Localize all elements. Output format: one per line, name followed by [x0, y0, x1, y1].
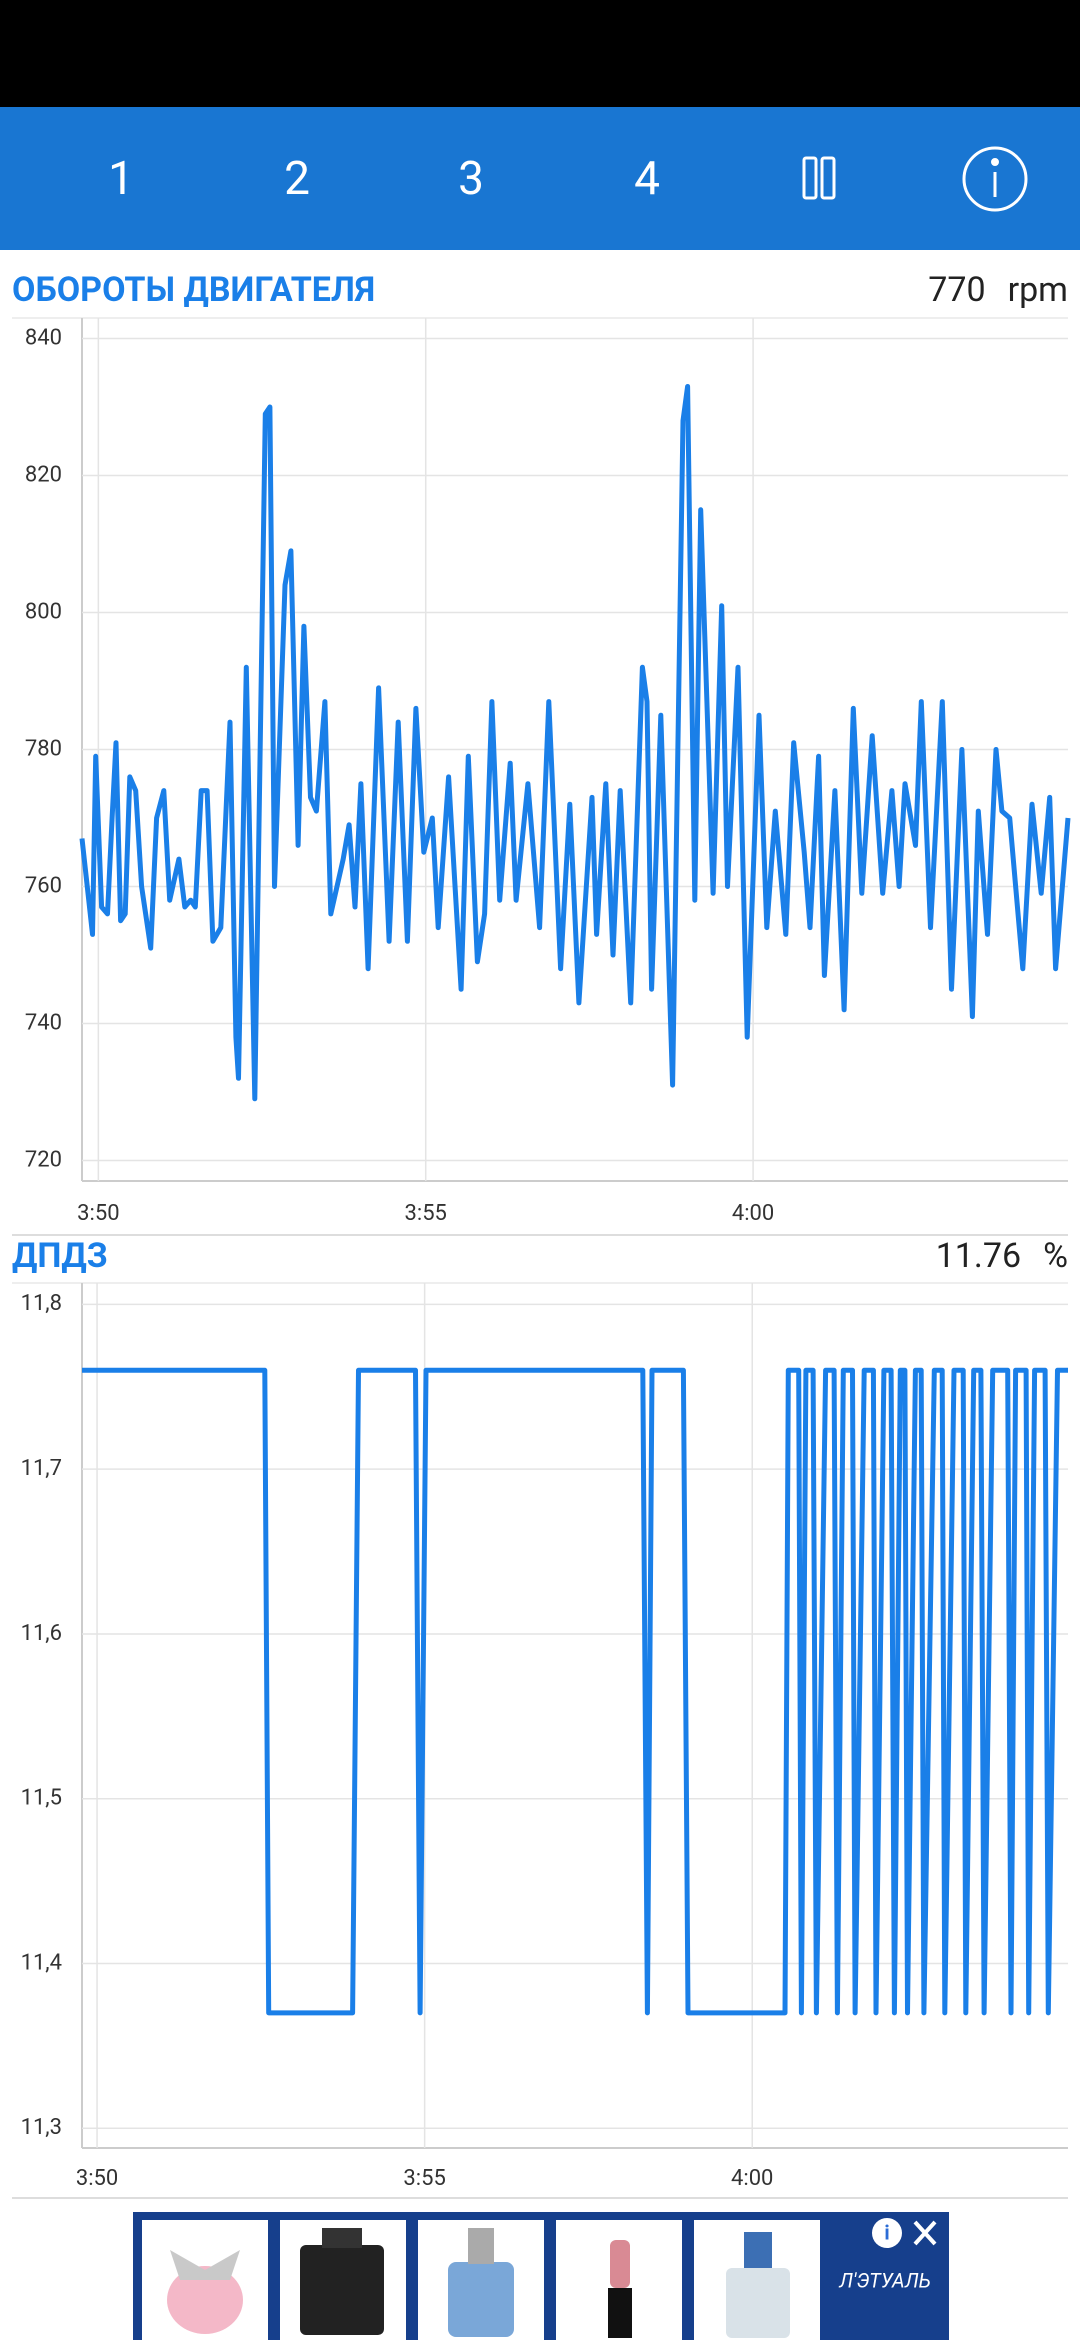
y-tick-label: 11,8: [21, 1291, 62, 1316]
tab[interactable]: 2: [284, 152, 310, 206]
data-line: [82, 1367, 1068, 2016]
ad-banner[interactable]: i Л'ЭТУАЛЬ: [133, 2212, 949, 2340]
data-line: [79, 384, 1071, 1102]
y-tick-label: 800: [25, 599, 62, 624]
tab[interactable]: 4: [634, 152, 660, 206]
current-value: 11.76: [936, 1236, 1021, 1276]
svg-text:i: i: [884, 2220, 889, 2244]
x-tick-label: 3:55: [403, 2166, 445, 2191]
unit: %: [1043, 1236, 1068, 1276]
x-tick-label: 3:50: [77, 1201, 119, 1226]
tab[interactable]: 3: [458, 152, 484, 206]
tab[interactable]: 1: [108, 152, 134, 206]
y-tick-label: 820: [25, 462, 62, 487]
info-button[interactable]: [962, 146, 1028, 212]
chart-title: ОБОРОТЫ ДВИГАТЕЛЯ: [12, 270, 375, 310]
current-value: 770: [928, 270, 985, 310]
x-tick-label: 4:00: [731, 2166, 773, 2191]
y-tick-label: 11,7: [21, 1456, 62, 1481]
y-tick-label: 780: [25, 736, 62, 761]
pause-button[interactable]: [802, 156, 836, 200]
y-tick-label: 11,6: [21, 1621, 62, 1646]
y-tick-label: 720: [25, 1147, 62, 1172]
unit: rpm: [1008, 270, 1068, 310]
x-tick-label: 3:50: [76, 2166, 118, 2191]
y-tick-label: 11,4: [21, 1950, 62, 1975]
y-tick-label: 740: [25, 1010, 62, 1035]
y-tick-label: 760: [25, 873, 62, 898]
y-tick-label: 11,3: [21, 2115, 62, 2140]
chart-title: ДПДЗ: [12, 1236, 108, 1276]
ad-brand: Л'ЭТУАЛЬ: [838, 2268, 931, 2292]
x-tick-label: 4:00: [732, 1201, 774, 1226]
y-tick-label: 11,5: [21, 1786, 62, 1811]
y-tick-label: 840: [25, 325, 62, 350]
x-tick-label: 3:55: [405, 1201, 447, 1226]
toolbar: [0, 107, 1080, 250]
status-bar: [0, 0, 1080, 107]
